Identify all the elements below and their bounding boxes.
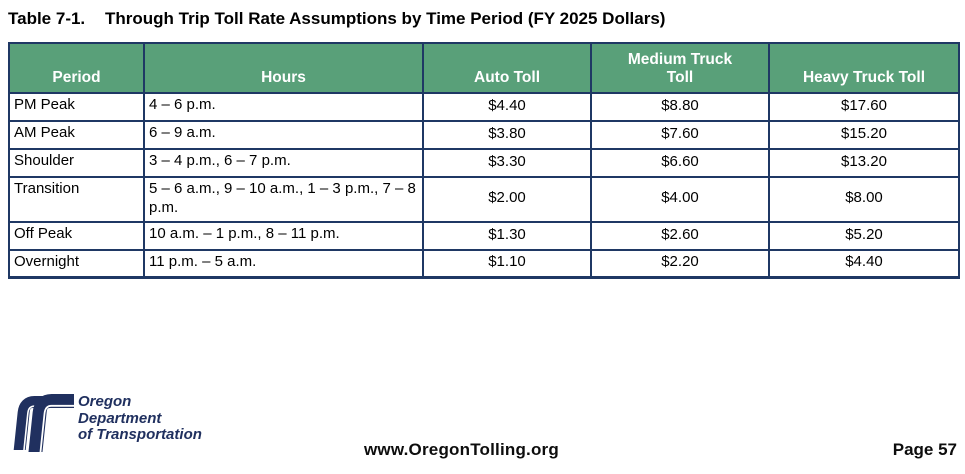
medium-truck-toll-cell: $2.60 (590, 220, 770, 251)
column-header-period: Period (8, 42, 145, 94)
medium-truck-toll-cell: $8.80 (590, 92, 770, 122)
hours-cell: 11 p.m. – 5 a.m. (143, 248, 424, 279)
table-row-pm-peak: PM Peak 4 – 6 p.m. $4.40 $8.80 $17.60 (8, 92, 960, 122)
period-cell: Transition (8, 176, 145, 223)
table-row-transition: Transition 5 – 6 a.m., 9 – 10 a.m., 1 – … (8, 176, 960, 223)
table-row-am-peak: AM Peak 6 – 9 a.m. $3.80 $7.60 $15.20 (8, 120, 960, 150)
heavy-truck-toll-cell: $4.40 (768, 248, 960, 279)
table-row-off-peak: Off Peak 10 a.m. – 1 p.m., 8 – 11 p.m. $… (8, 220, 960, 251)
medium-truck-toll-cell: $6.60 (590, 148, 770, 178)
odot-wordmark-line1: Oregon (78, 393, 132, 410)
heavy-truck-toll-cell: $5.20 (768, 220, 960, 251)
medium-truck-toll-cell: $2.20 (590, 248, 770, 279)
odot-logo-icon (8, 388, 76, 463)
auto-toll-cell: $1.10 (422, 248, 592, 279)
period-cell: Overnight (8, 248, 145, 279)
footer-page-number: Page 57 (892, 440, 957, 459)
column-header-heavy-truck-toll: Heavy Truck Toll (768, 42, 960, 94)
period-cell: Shoulder (8, 148, 145, 178)
heavy-truck-toll-cell: $17.60 (768, 92, 960, 122)
footer-website-url: www.OregonTolling.org (364, 440, 559, 459)
odot-logo-wordmark: Oregon Department of Transportation (78, 393, 202, 444)
column-header-hours: Hours (143, 42, 424, 94)
table-row-overnight: Overnight 11 p.m. – 5 a.m. $1.10 $2.20 $… (8, 248, 960, 279)
period-cell: AM Peak (8, 120, 145, 150)
hours-cell: 6 – 9 a.m. (143, 120, 424, 150)
table-row-shoulder: Shoulder 3 – 4 p.m., 6 – 7 p.m. $3.30 $6… (8, 148, 960, 178)
column-header-auto-toll: Auto Toll (422, 42, 592, 94)
auto-toll-cell: $3.30 (422, 148, 592, 178)
table-title-text: Through Trip Toll Rate Assumptions by Ti… (105, 9, 666, 28)
medium-truck-toll-cell: $7.60 (590, 120, 770, 150)
column-header-medium-truck-toll: Medium Truck Toll (590, 42, 770, 94)
hours-cell: 10 a.m. – 1 p.m., 8 – 11 p.m. (143, 220, 424, 251)
period-cell: PM Peak (8, 92, 145, 122)
heavy-truck-toll-cell: $13.20 (768, 148, 960, 178)
table-header-row: Period Hours Auto Toll Medium Truck Toll… (8, 42, 960, 94)
heavy-truck-toll-cell: $15.20 (768, 120, 960, 150)
auto-toll-cell: $2.00 (422, 176, 592, 223)
hours-cell: 4 – 6 p.m. (143, 92, 424, 122)
auto-toll-cell: $4.40 (422, 92, 592, 122)
period-cell: Off Peak (8, 220, 145, 251)
hours-cell: 3 – 4 p.m., 6 – 7 p.m. (143, 148, 424, 178)
hours-cell: 5 – 6 a.m., 9 – 10 a.m., 1 – 3 p.m., 7 –… (143, 176, 424, 223)
auto-toll-cell: $3.80 (422, 120, 592, 150)
table-number: Table 7-1. (8, 9, 86, 28)
odot-wordmark-line2: Department (78, 409, 162, 427)
auto-toll-cell: $1.30 (422, 220, 592, 251)
medium-truck-toll-cell: $4.00 (590, 176, 770, 223)
odot-wordmark-line3: of Transportation (78, 426, 202, 443)
toll-rate-table: Period Hours Auto Toll Medium Truck Toll… (8, 42, 960, 279)
heavy-truck-toll-cell: $8.00 (768, 176, 960, 223)
table-title: Table 7-1. Through Trip Toll Rate Assump… (8, 9, 665, 29)
